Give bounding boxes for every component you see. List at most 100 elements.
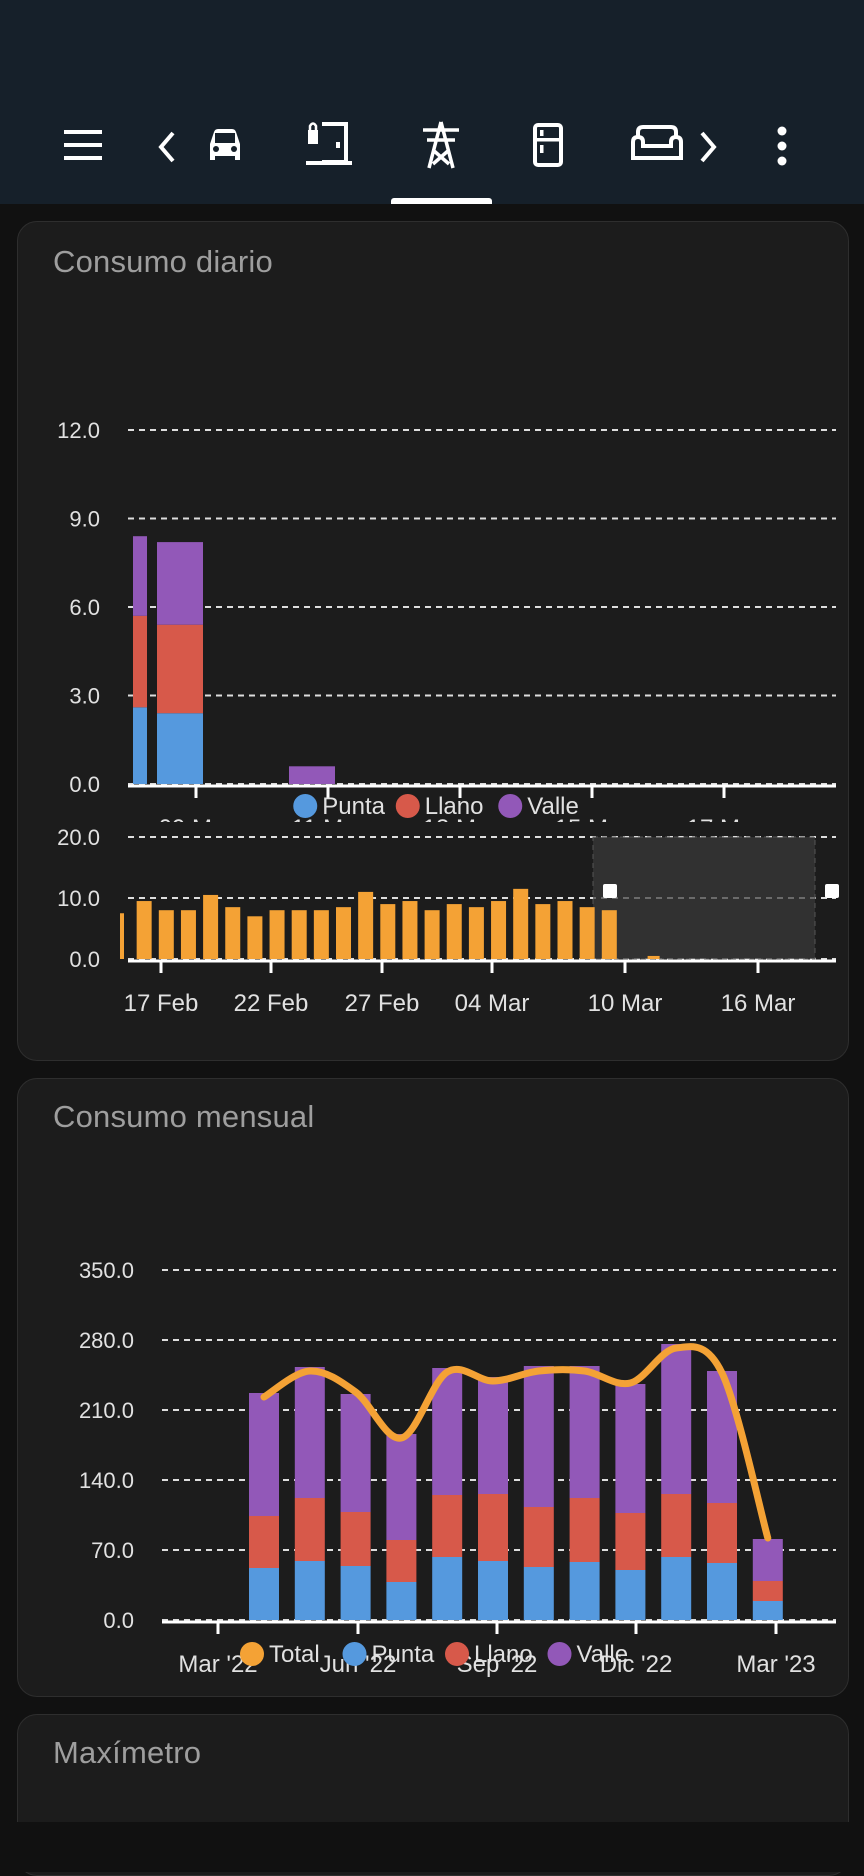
x-tick-label: 16 Mar xyxy=(721,990,796,1017)
y-tick-label: 3.0 xyxy=(69,684,100,709)
overview-bar xyxy=(180,910,196,959)
legend-marker-llano xyxy=(395,794,420,818)
bar-segment-llano xyxy=(707,1503,737,1563)
daily-chart[interactable]: 0.0 3.0 6.0 9.0 12.0 09 Mar 11 Mar 13 Mar 15 Mar… xyxy=(18,302,848,822)
door-lock-icon[interactable] xyxy=(306,120,354,166)
card-title: Consumo mensual xyxy=(53,1099,315,1134)
bar-segment-valle xyxy=(478,1377,508,1494)
menu-icon[interactable] xyxy=(62,126,106,166)
y-tick-label: 20.0 xyxy=(57,825,100,850)
overview-bar xyxy=(513,888,529,959)
legend-label-punta: Punta xyxy=(322,793,385,820)
selection-handle-left[interactable] xyxy=(603,884,617,898)
legend-label-llano: Llano xyxy=(474,1641,533,1668)
y-tick-label: 9.0 xyxy=(69,507,100,532)
bar-segment-llano xyxy=(249,1516,279,1568)
legend-label-punta: Punta xyxy=(372,1641,435,1668)
overview-bar xyxy=(225,907,241,959)
overview-bar xyxy=(647,955,660,959)
active-tab-indicator xyxy=(391,198,492,204)
x-tick-label: 17 Feb xyxy=(124,990,199,1017)
card-title: Consumo diario xyxy=(53,244,273,279)
daily-overview-chart[interactable]: 0.0 10.0 20.0 17 Feb 22 Feb 27 Feb 04 Mar 10 Ma… xyxy=(18,807,848,1037)
overview-bar xyxy=(158,910,174,959)
bar-segment-valle xyxy=(386,1434,417,1540)
overview-bar xyxy=(446,904,462,959)
bar-segment-valle xyxy=(249,1393,279,1516)
bar-segment-llano xyxy=(432,1495,463,1557)
bar-segment-valle xyxy=(569,1366,600,1498)
bar-segment-valle xyxy=(661,1344,692,1494)
bar-segment-valle xyxy=(752,1539,783,1581)
legend-marker-total xyxy=(240,1642,264,1666)
bar-segment-valle xyxy=(289,766,335,784)
overview-bar xyxy=(579,907,595,959)
bar-segment-valle xyxy=(294,1367,325,1498)
bar-segment-llano xyxy=(523,1507,554,1567)
bar-segment-punta xyxy=(752,1601,783,1620)
bar-segment-llano xyxy=(157,624,203,714)
chevron-right-icon[interactable] xyxy=(697,130,719,164)
x-tick-label: Sep '22 xyxy=(457,1651,538,1678)
overview-bar xyxy=(136,901,152,959)
bar-segment-punta xyxy=(615,1570,646,1620)
bar-segment-punta xyxy=(661,1557,692,1620)
legend-marker-valle xyxy=(498,794,523,818)
legend-label-valle: Valle xyxy=(577,1641,629,1668)
bar-segment-llano xyxy=(752,1581,783,1601)
overview-bar xyxy=(247,916,263,959)
x-tick-label: 27 Feb xyxy=(345,990,420,1017)
sofa-icon[interactable] xyxy=(630,124,684,164)
y-tick-label: 10.0 xyxy=(57,886,100,911)
bar-segment-llano xyxy=(340,1512,371,1566)
car-icon[interactable] xyxy=(204,124,246,166)
y-tick-label: 12.0 xyxy=(57,418,100,443)
bar-segment-punta xyxy=(157,713,203,784)
more-vert-icon[interactable] xyxy=(775,126,789,166)
transmission-tower-icon[interactable] xyxy=(421,120,461,170)
overview-bar xyxy=(535,904,551,959)
total-line xyxy=(260,1343,772,1542)
zoom-selection-window xyxy=(592,836,816,960)
overview-bar xyxy=(120,913,124,959)
bar-segment-llano xyxy=(661,1494,692,1557)
y-tick-label: 0.0 xyxy=(69,947,100,972)
overview-bar xyxy=(336,907,351,959)
bar-segment-punta xyxy=(340,1566,371,1620)
bar-segment-punta xyxy=(569,1562,600,1620)
y-tick-label: 280.0 xyxy=(79,1328,134,1353)
x-tick-label: Dic '22 xyxy=(600,1651,673,1678)
overview-bar xyxy=(402,901,418,959)
legend-label-total: Total xyxy=(269,1641,320,1668)
bar-segment-punta xyxy=(133,707,147,784)
x-tick-label: 15 Mar xyxy=(555,815,630,822)
bar-segment-llano xyxy=(133,615,147,708)
top-app-bar xyxy=(0,0,864,204)
x-tick-label: 13 Mar xyxy=(423,815,498,822)
y-tick-label: 0.0 xyxy=(103,1608,134,1633)
bar-segment-valle xyxy=(523,1366,554,1507)
bar-segment-punta xyxy=(249,1568,279,1620)
bar-segment-valle xyxy=(615,1384,646,1513)
y-tick-label: 350.0 xyxy=(79,1258,134,1283)
x-tick-label: 09 Mar xyxy=(159,815,234,822)
legend-marker-llano xyxy=(445,1642,469,1666)
legend-marker-punta xyxy=(293,794,318,818)
legend-label-valle: Valle xyxy=(527,793,579,820)
monthly-consumption-card: Consumo mensual 0.0 70.0 140.0 210.0 280.0 35… xyxy=(17,1078,849,1697)
x-tick-label: 10 Mar xyxy=(588,990,663,1017)
chevron-left-icon[interactable] xyxy=(156,130,178,164)
y-tick-label: 140.0 xyxy=(79,1468,134,1493)
fridge-icon[interactable] xyxy=(532,122,564,168)
bar-segment-llano xyxy=(294,1498,325,1561)
bar-segment-valle xyxy=(340,1394,371,1512)
bar-segment-llano xyxy=(615,1513,646,1570)
bar-segment-valle xyxy=(157,542,203,625)
overview-bar xyxy=(601,910,617,959)
y-tick-label: 6.0 xyxy=(69,595,100,620)
bar-segment-punta xyxy=(523,1567,554,1620)
legend-marker-punta xyxy=(342,1642,367,1666)
overview-bar xyxy=(269,910,285,959)
selection-handle-right[interactable] xyxy=(825,884,839,898)
